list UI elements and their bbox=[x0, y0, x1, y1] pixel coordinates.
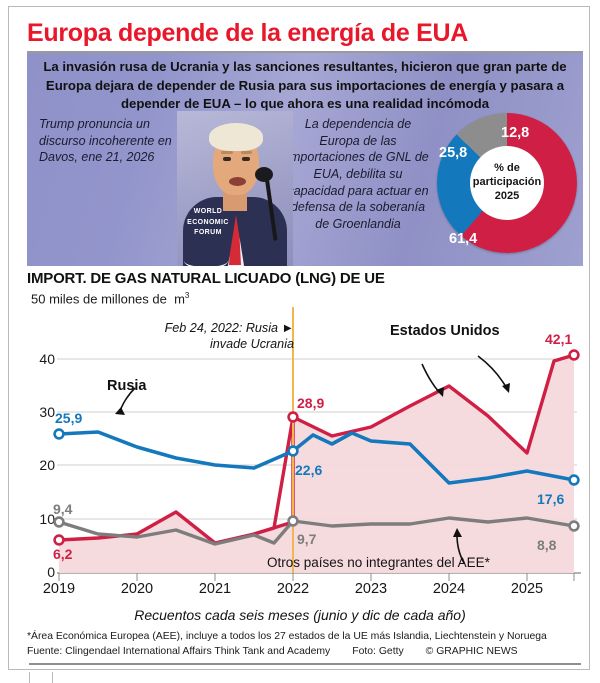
y-tick-40: 40 bbox=[39, 351, 55, 367]
footer-credit: © GRAPHIC NEWS bbox=[425, 646, 518, 658]
event-annotation-line2: invade Ucrania bbox=[209, 337, 294, 352]
series-fill-estados-unidos bbox=[59, 512, 293, 573]
x-tick-2019: 2019 bbox=[42, 581, 76, 597]
photo-eyebrow-left bbox=[221, 151, 233, 154]
event-annotation-line1: Feb 24, 2022: Rusia ► bbox=[164, 321, 294, 335]
value-label-eeuu-2022: 28,9 bbox=[297, 395, 325, 411]
footer-divider bbox=[29, 663, 581, 665]
footer: *Área Económica Europea (AEE), incluye a… bbox=[27, 629, 583, 659]
leader-otros-head bbox=[453, 528, 462, 537]
series-label-rusia: Rusia bbox=[107, 378, 147, 394]
banner: La invasión rusa de Ucrania y las sancio… bbox=[27, 53, 583, 266]
event-annotation: Feb 24, 2022: Rusia ► invade Ucrania bbox=[129, 320, 294, 353]
marker-eeuu-2022 bbox=[287, 411, 299, 423]
value-label-otros-end: 8,8 bbox=[537, 537, 557, 553]
trump-photo: WORLD ECONOMIC FORUM bbox=[177, 111, 293, 266]
microphone-icon bbox=[255, 167, 273, 182]
donut-center-line2: participación bbox=[472, 176, 542, 189]
marker-otros-2022 bbox=[287, 515, 299, 527]
photo-eye-left bbox=[223, 157, 231, 161]
leader-eeuu bbox=[421, 363, 440, 393]
value-label-rusia-2022: 22,6 bbox=[295, 462, 323, 478]
title-divider bbox=[27, 51, 583, 53]
leader-otros bbox=[456, 534, 465, 564]
series-line-estados-unidos bbox=[57, 353, 576, 545]
photo-mouth bbox=[229, 177, 246, 186]
value-label-otros-start: 9,4 bbox=[53, 501, 73, 517]
series-line-rusia bbox=[57, 430, 576, 485]
chart-unit-label: 50 miles de millones de m3 bbox=[31, 291, 190, 307]
marker-rusia-start bbox=[53, 428, 65, 440]
photo-hair bbox=[209, 123, 263, 151]
donut-center-line1: % de bbox=[494, 162, 520, 175]
series-label-estados-unidos: Estados Unidos bbox=[390, 323, 500, 339]
leader-eeuu-head bbox=[436, 387, 444, 397]
x-tick-2024: 2024 bbox=[432, 581, 466, 597]
leader-eeuu-right-head bbox=[502, 383, 510, 393]
x-tick-2023: 2023 bbox=[354, 581, 388, 597]
donut-center-line3: 2025 bbox=[494, 189, 520, 202]
chart-plot bbox=[53, 307, 581, 581]
marker-otros-end bbox=[568, 520, 580, 532]
footer-source: Fuente: Clingendael International Affair… bbox=[27, 646, 331, 658]
wef-logo: WORLD ECONOMIC FORUM bbox=[187, 208, 229, 236]
marker-rusia-end bbox=[568, 474, 580, 486]
value-label-rusia-end: 17,6 bbox=[537, 491, 565, 507]
series-line-estados-unidos-ramp bbox=[252, 415, 295, 536]
banner-headline: La invasión rusa de Ucrania y las sancio… bbox=[43, 59, 567, 112]
footer-note: *Área Económica Europea (AEE), incluye a… bbox=[27, 631, 547, 642]
donut-label-estados-unidos: 61,4 bbox=[449, 231, 478, 247]
x-tick-marks bbox=[58, 573, 575, 581]
photo-caption-right: La dependencia de Europa de las importac… bbox=[287, 117, 429, 231]
value-label-eeuu-start: 6,2 bbox=[53, 546, 73, 562]
infographic-frame: Europa depende de la energía de EUA La i… bbox=[8, 6, 590, 683]
marker-rusia-2022 bbox=[287, 445, 299, 457]
y-tick-10: 10 bbox=[39, 511, 55, 527]
chart-title: IMPORT. DE GAS NATURAL LICUADO (LNG) DE … bbox=[27, 270, 385, 287]
donut-center-label: % de participación 2025 bbox=[470, 146, 544, 220]
value-label-rusia-start: 25,9 bbox=[55, 410, 83, 426]
x-tick-2025: 2025 bbox=[510, 581, 544, 597]
footer-photo-credit: Foto: Getty bbox=[352, 646, 404, 658]
y-tick-0: 0 bbox=[47, 564, 55, 580]
photo-eyebrow-right bbox=[241, 151, 252, 154]
photo-caption-left: Trump pronuncia un discurso incoherente … bbox=[39, 117, 172, 165]
series-fill-estados-unidos-2 bbox=[293, 355, 574, 573]
series-label-otros: Otros países no integrantes del AEE* bbox=[267, 555, 490, 570]
x-axis-caption: Recuentos cada seis meses (junio y dic d… bbox=[134, 607, 466, 623]
leader-rusia-head bbox=[115, 407, 125, 415]
y-tick-20: 20 bbox=[39, 457, 55, 473]
value-label-otros-2022: 9,7 bbox=[297, 531, 317, 547]
photo-eye-right bbox=[242, 157, 250, 161]
marker-otros-start bbox=[53, 516, 65, 528]
x-tick-2020: 2020 bbox=[120, 581, 154, 597]
frame-notch bbox=[29, 672, 53, 683]
donut-label-rusia: 25,8 bbox=[439, 145, 468, 161]
donut-label-otros: 12,8 bbox=[501, 125, 530, 141]
leader-eeuu-right bbox=[477, 355, 507, 388]
marker-eeuu-start bbox=[53, 534, 65, 546]
donut-chart: % de participación 2025 61,4 25,8 12,8 bbox=[425, 109, 583, 266]
page-title: Europa depende de la energía de EUA bbox=[27, 19, 469, 47]
x-tick-2022: 2022 bbox=[276, 581, 310, 597]
x-tick-2021: 2021 bbox=[198, 581, 232, 597]
value-label-eeuu-end: 42,1 bbox=[545, 331, 573, 347]
marker-eeuu-end bbox=[568, 349, 580, 361]
y-tick-30: 30 bbox=[39, 404, 55, 420]
